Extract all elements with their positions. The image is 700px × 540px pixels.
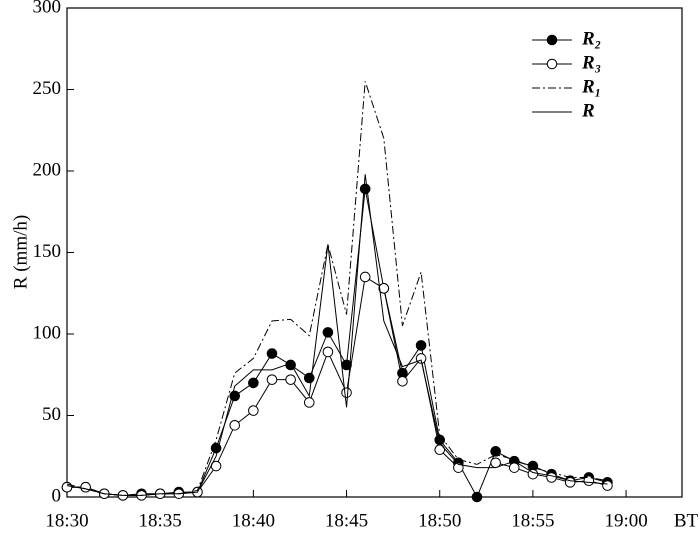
legend-marker <box>546 58 558 70</box>
legend-marker <box>546 34 558 46</box>
y-tick-label: 150 <box>33 241 62 262</box>
data-point <box>378 283 390 294</box>
x-tick-label: 18:30 <box>45 510 88 531</box>
data-point <box>341 387 352 398</box>
x-tick-label: 18:35 <box>139 510 182 531</box>
data-point <box>397 375 408 387</box>
y-tick-label: 250 <box>33 78 62 99</box>
data-point <box>490 446 501 457</box>
data-point <box>527 468 539 480</box>
x-unit-label: BT <box>674 510 699 531</box>
data-point <box>61 481 73 493</box>
data-point <box>546 472 557 483</box>
y-axis-label: R (mm/h) <box>10 215 31 289</box>
data-point <box>248 377 259 389</box>
data-point <box>322 327 334 338</box>
y-tick-label: 0 <box>52 485 62 506</box>
legend-label: R₃ <box>581 52 601 73</box>
data-point <box>359 271 371 283</box>
data-point <box>266 348 278 359</box>
data-point <box>508 462 520 473</box>
data-point <box>285 374 296 385</box>
x-tick-label: 18:45 <box>325 510 368 531</box>
series-line <box>66 174 608 496</box>
data-point <box>602 480 613 491</box>
y-tick-label: 50 <box>42 404 61 425</box>
data-point <box>359 183 371 195</box>
legend-label: R <box>581 100 595 121</box>
legend-label: R₁ <box>581 76 601 97</box>
data-point <box>434 444 446 456</box>
y-tick-label: 100 <box>33 322 62 343</box>
y-tick-label: 200 <box>33 159 62 180</box>
data-point <box>322 346 334 358</box>
x-tick-label: 18:50 <box>418 510 461 531</box>
data-point <box>415 340 427 351</box>
data-point <box>266 374 278 385</box>
data-point <box>229 419 241 431</box>
data-point <box>471 491 483 503</box>
data-point <box>564 477 576 488</box>
legend-label: R₂ <box>581 28 601 49</box>
series-line <box>67 276 459 496</box>
x-tick-label: 18:55 <box>511 510 554 531</box>
x-tick-label: 19:00 <box>604 510 647 531</box>
data-point <box>303 372 315 384</box>
series-line <box>67 188 608 499</box>
data-point <box>303 397 315 408</box>
x-tick-label: 18:40 <box>232 510 275 531</box>
y-tick-label: 300 <box>33 0 62 17</box>
series-line <box>66 81 608 496</box>
data-point <box>80 481 91 493</box>
data-point <box>248 405 259 416</box>
